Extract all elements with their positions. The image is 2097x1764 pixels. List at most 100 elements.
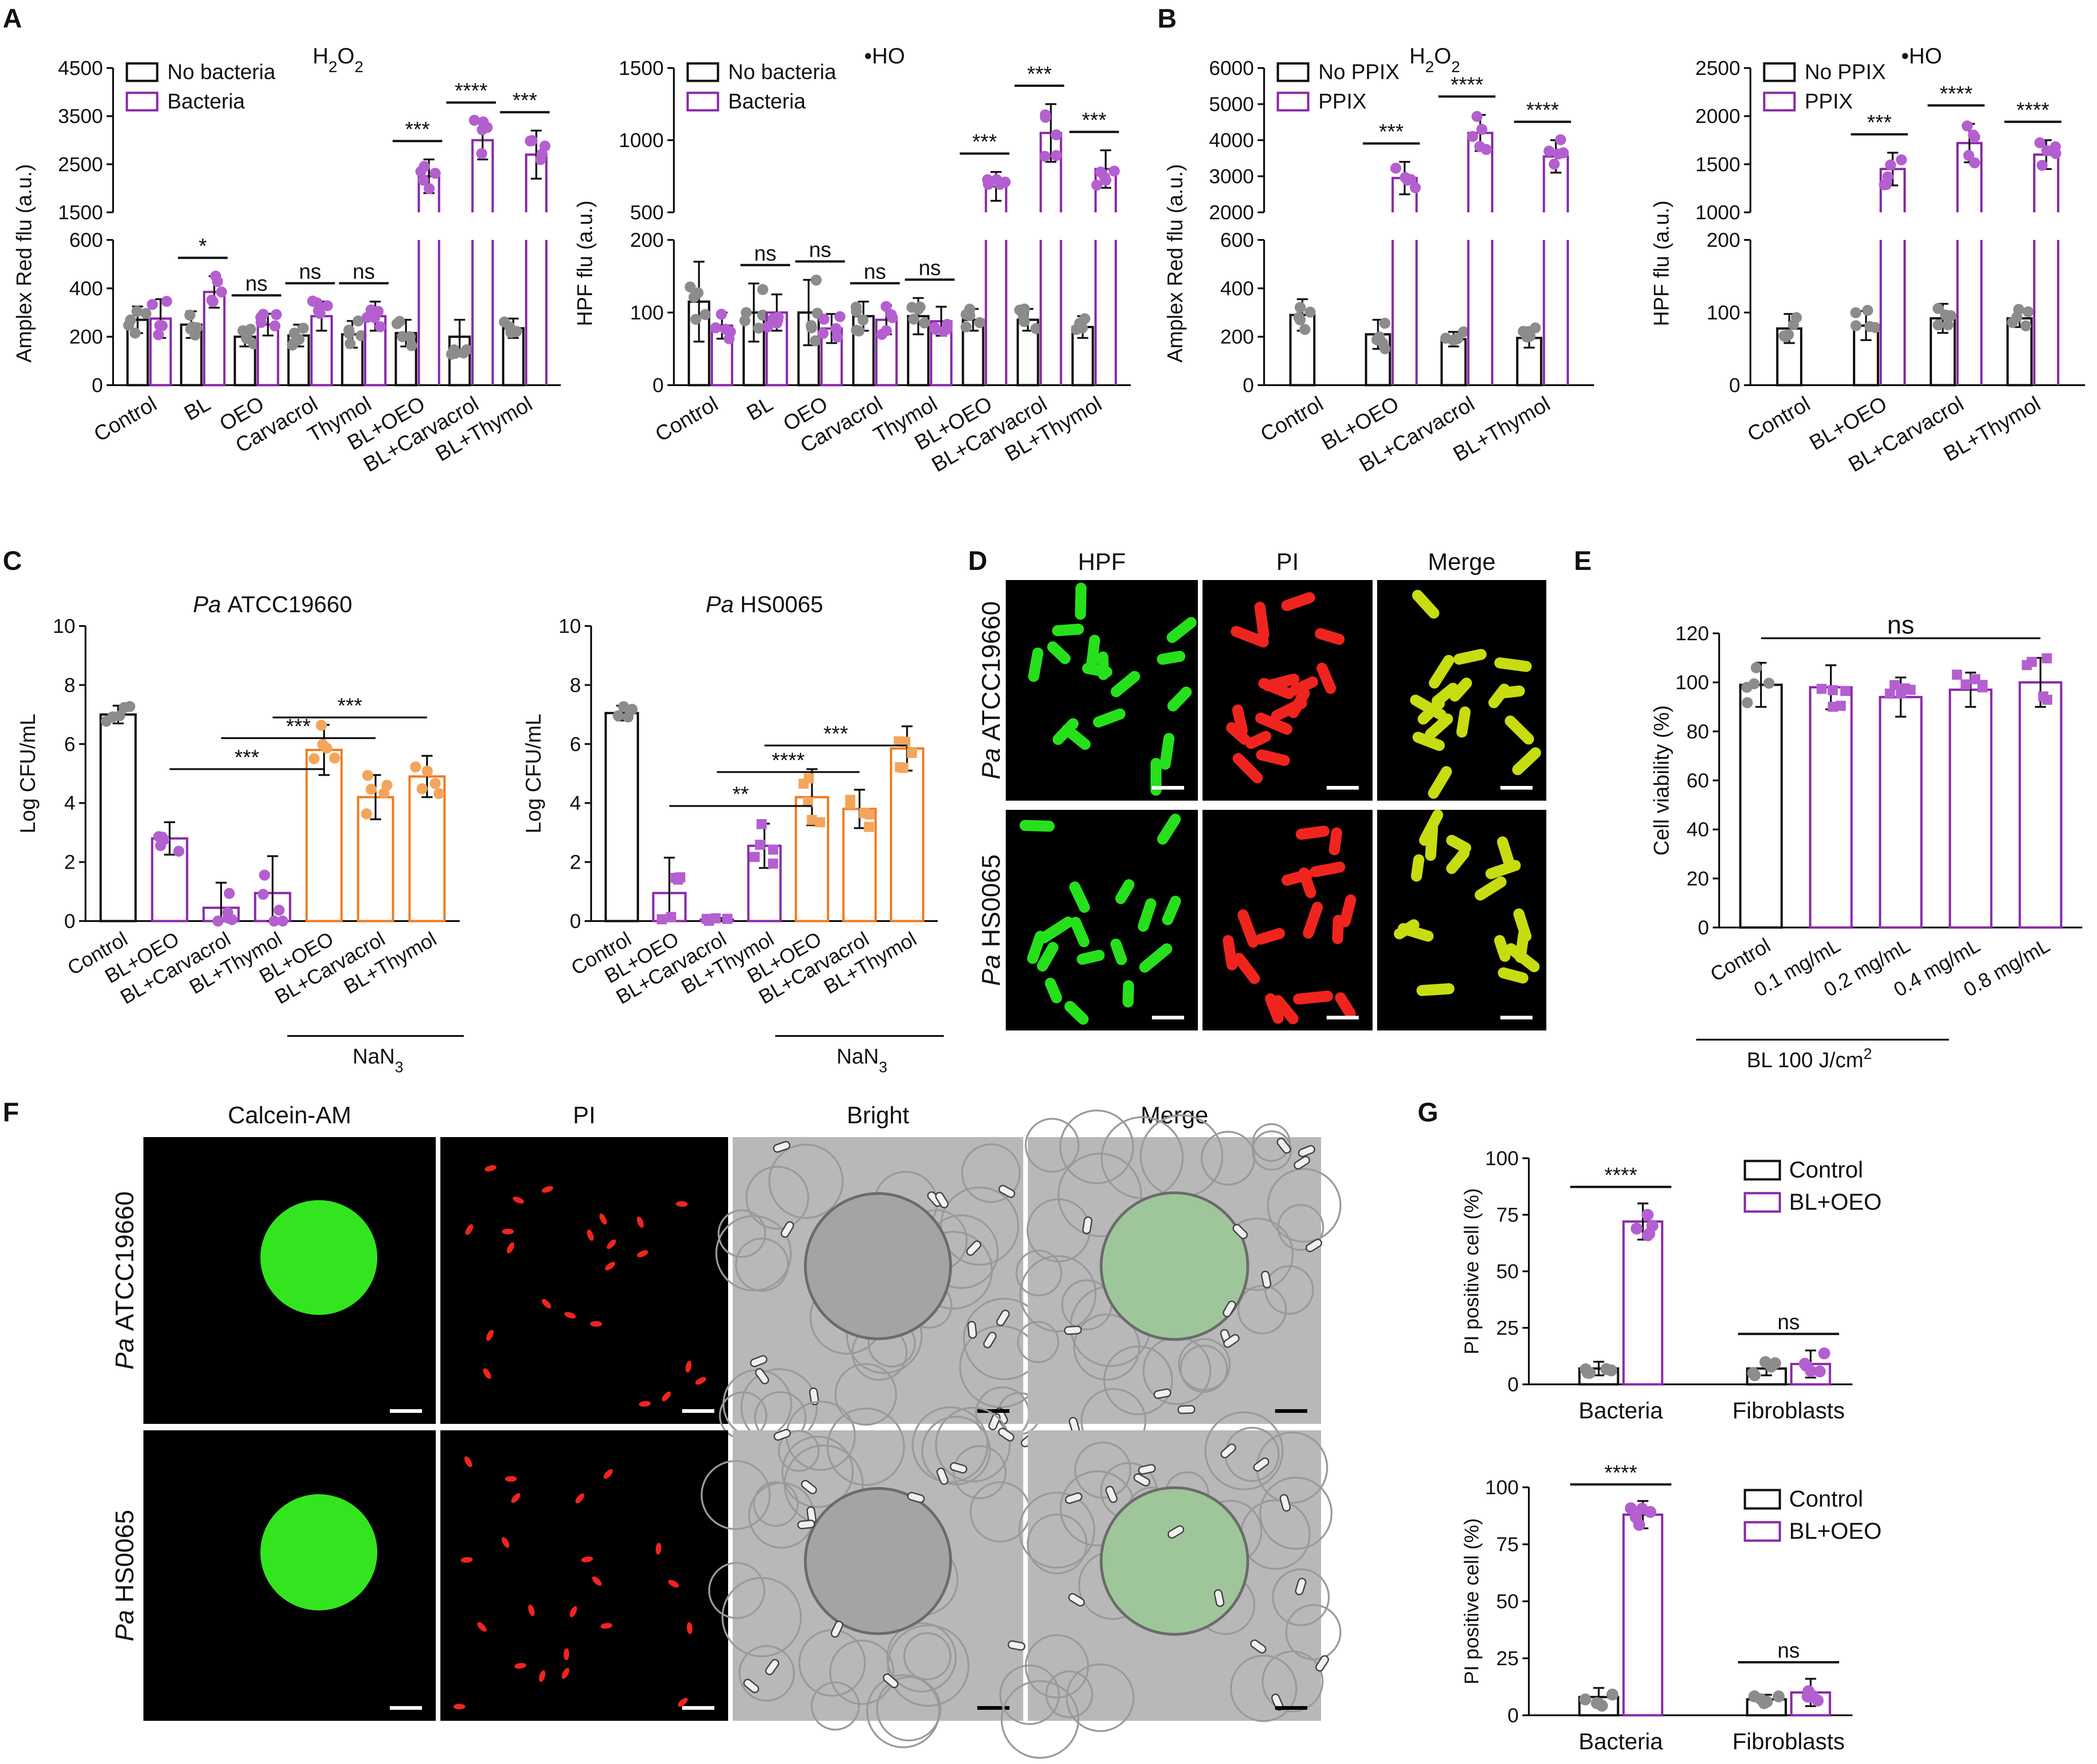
cell-outline: [935, 1406, 1011, 1483]
tile-background: [440, 1137, 728, 1424]
data-point: [906, 302, 917, 313]
data-point: [739, 315, 751, 326]
bacterium: [514, 1663, 526, 1669]
legend-swatch: [1276, 91, 1310, 112]
bacterium: [461, 1557, 473, 1563]
data-point: [704, 916, 714, 926]
cell-outline: [1025, 1634, 1089, 1699]
y-tick-label: 4: [570, 792, 581, 814]
data-point: [768, 844, 779, 855]
data-point: [1530, 322, 1541, 334]
data-point: [1471, 111, 1483, 122]
significance-label: ***: [513, 88, 537, 112]
y-tick-label: 6000: [1209, 57, 1254, 80]
data-point: [2020, 320, 2032, 331]
bar: [1880, 240, 1906, 385]
bacterium: [773, 1428, 791, 1441]
comparison-label: ***: [234, 745, 259, 769]
group-label: BL 100 J/cm2: [1747, 1046, 1872, 1072]
fibroblast-cell: [804, 1487, 952, 1635]
bacterium: [998, 1428, 1014, 1442]
legend-label: Control: [1789, 1486, 1863, 1512]
cell-outline: [1259, 1476, 1333, 1550]
x-tick-label: Control: [1256, 392, 1327, 446]
scale-bar: [390, 1706, 422, 1710]
data-point: [865, 809, 875, 819]
y-tick-label: 100: [1485, 1476, 1519, 1499]
bacterium: [765, 1659, 780, 1675]
comparison-label: **: [732, 782, 749, 806]
bar: [1543, 240, 1569, 385]
bacterium: [600, 1623, 613, 1629]
data-point: [1942, 319, 1954, 330]
significance-label: ns: [1887, 610, 1914, 639]
bacterium: [781, 1221, 794, 1238]
bacterium: [1256, 749, 1290, 766]
y-tick-label: 0: [1508, 1373, 1519, 1396]
bacterium: [1293, 990, 1333, 1005]
cell-outline: [778, 1430, 820, 1472]
data-point: [1294, 302, 1306, 313]
y-tick-label: 6: [64, 733, 75, 756]
bacterium: [1494, 935, 1510, 962]
scale-bar: [1500, 786, 1533, 790]
panel-letter-a: A: [3, 4, 22, 34]
bacterium: [1449, 677, 1472, 702]
bacterium: [1138, 1464, 1156, 1475]
bar: [99, 713, 137, 922]
row-label: Pa HS0065: [976, 854, 1005, 986]
data-point: [184, 309, 196, 321]
cell-outline: [708, 1562, 765, 1619]
bar: [985, 240, 1008, 385]
significance-label: ns: [918, 256, 941, 279]
data-point: [1772, 1690, 1785, 1702]
bacterium: [564, 1648, 570, 1661]
cell-outline: [886, 1622, 957, 1693]
data-point: [1553, 148, 1564, 160]
column-label: PI: [1276, 549, 1299, 575]
bacterium: [797, 1519, 815, 1530]
bacterium: [1515, 929, 1529, 963]
bacterium: [592, 1576, 602, 1586]
bacterium: [996, 1309, 1010, 1326]
data-point: [1749, 1369, 1761, 1382]
bacterium: [1316, 662, 1336, 694]
bacterium: [831, 1621, 843, 1638]
bacterium: [638, 1401, 651, 1407]
bacterium: [1428, 766, 1452, 799]
data-point: [419, 161, 430, 172]
scale-bar: [1327, 786, 1359, 790]
data-point: [1977, 682, 1988, 693]
significance-label: ****: [1526, 98, 1559, 122]
bacterium: [1412, 590, 1440, 619]
data-point: [1018, 310, 1029, 322]
bacterium: [564, 1312, 576, 1319]
scale-bar: [1152, 786, 1184, 790]
bacterium: [1110, 939, 1127, 965]
data-point: [1963, 150, 1974, 161]
bacterium: [1086, 635, 1100, 668]
data-point: [156, 320, 168, 331]
micrograph-tile: [440, 1430, 728, 1721]
bacterium: [1070, 916, 1090, 947]
y-tick-label: 400: [69, 277, 103, 300]
cell-outline: [940, 1186, 1020, 1266]
bacterium: [477, 1622, 487, 1632]
data-point: [930, 324, 941, 335]
data-point: [1885, 159, 1896, 171]
error-bar: [164, 821, 175, 856]
micrograph-tile: [143, 1137, 436, 1424]
bacterium: [750, 1355, 768, 1367]
data-point: [372, 306, 384, 317]
bacterium: [1281, 592, 1316, 611]
cell-outline: [1001, 1680, 1079, 1759]
data-point: [1828, 685, 1838, 695]
column-label: Merge: [1428, 549, 1495, 575]
y-tick-label: 2000: [1695, 105, 1740, 128]
data-point: [670, 872, 681, 883]
bacterium: [1020, 819, 1055, 832]
bacterium: [1429, 654, 1454, 689]
legend-label: BL+OEO: [1789, 1518, 1882, 1544]
bacterium: [1105, 1485, 1118, 1503]
